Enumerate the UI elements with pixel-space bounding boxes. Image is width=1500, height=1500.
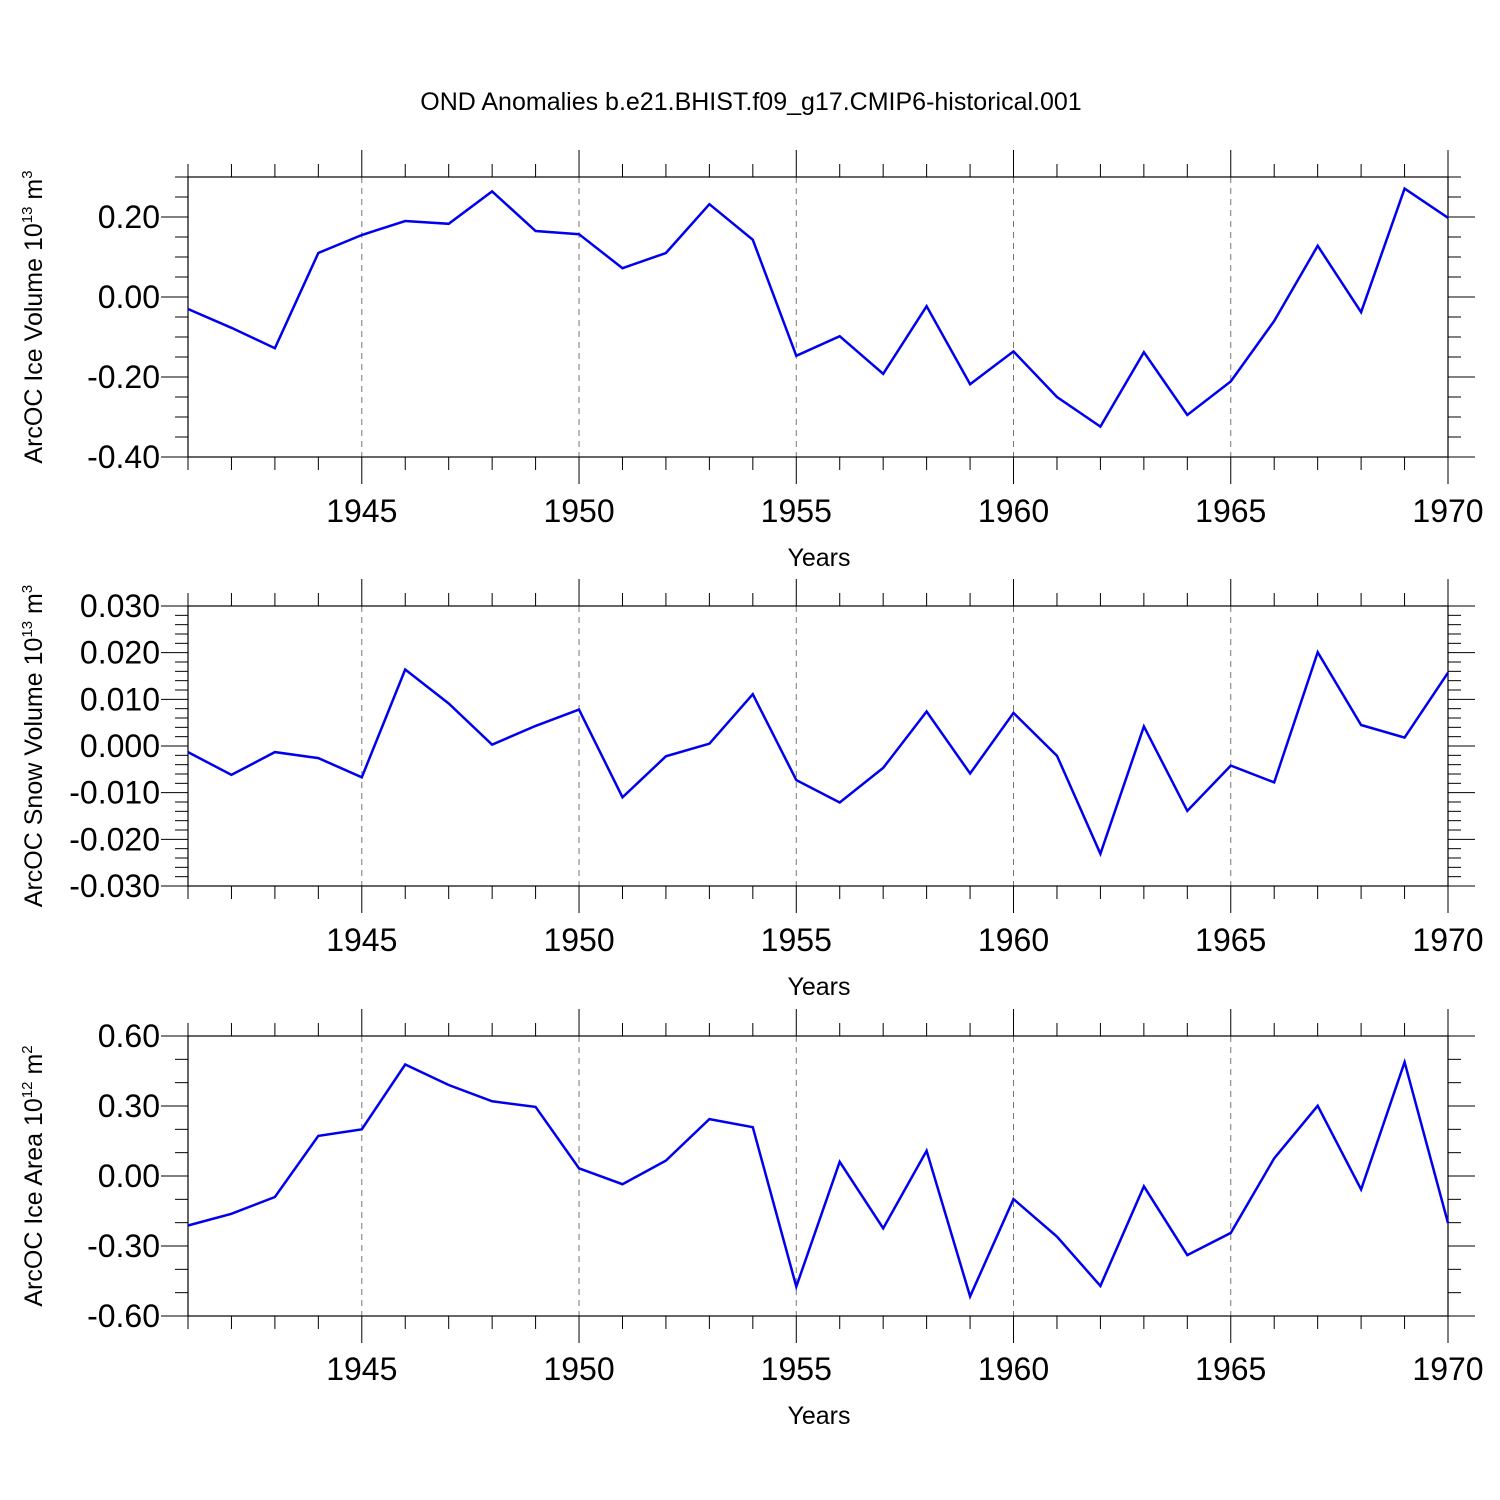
- panel-ice-area: 1945 1950 1955 1960 1965 1970 -0.60 -0.30 0.00 0.…: [19, 1009, 1484, 1430]
- x-axis-label: Years: [787, 544, 850, 572]
- y-axis-label-ylabel-unit: m: [20, 1054, 48, 1082]
- y-tick-label: -0.40: [87, 439, 160, 475]
- x-tick-label: 1960: [978, 493, 1049, 529]
- x-tick-label: 1950: [543, 1351, 614, 1387]
- x-tick-label: 1960: [978, 1351, 1049, 1387]
- x-tick-label: 1945: [326, 493, 397, 529]
- panel-snow-volume: 1945 1950 1955 1960 1965 1970 -0.030 -0.020 -0.0…: [19, 579, 1484, 1001]
- y-axis-label-ylabel-unit-exp: 3: [19, 170, 36, 178]
- x-axis-label: Years: [787, 973, 850, 1001]
- x-tick-label: 1955: [761, 493, 832, 529]
- x-tick-label: 1965: [1195, 922, 1266, 958]
- y-axis-label-ylabel: ArcOC Ice Area 10: [20, 1098, 48, 1306]
- y-axis-label-ylabel-exp: 12: [19, 1082, 36, 1099]
- x-tick-label: 1965: [1195, 493, 1266, 529]
- y-tick-label: 0.000: [80, 728, 160, 764]
- y-axis-label-ylabel-exp: 13: [19, 207, 36, 224]
- y-axis-label-ylabel: ArcOC Snow Volume 10: [20, 638, 48, 908]
- y-axis-label-ylabel-unit: m: [20, 593, 48, 621]
- y-axis-label-ylabel-exp: 13: [19, 621, 36, 638]
- x-tick-label: 1945: [326, 922, 397, 958]
- y-tick-label: 0.010: [80, 681, 160, 717]
- series-line-ice-volume: [187, 186, 1449, 429]
- y-tick-label: -0.010: [69, 775, 160, 811]
- y-tick-label: -0.20: [87, 359, 160, 395]
- x-tick-label: 1950: [543, 922, 614, 958]
- y-tick-label: 0.20: [98, 199, 160, 235]
- x-tick-label: 1955: [761, 1351, 832, 1387]
- x-tick-label: 1965: [1195, 1351, 1266, 1387]
- y-tick-label: -0.60: [87, 1298, 160, 1334]
- y-tick-label: 0.60: [98, 1018, 160, 1054]
- y-axis-label: ArcOC Snow Volume 1013 m3: [19, 585, 48, 907]
- y-tick-label: 0.020: [80, 635, 160, 671]
- chart-title: OND Anomalies b.e21.BHIST.f09_g17.CMIP6-…: [420, 88, 1081, 116]
- x-tick-label: 1970: [1412, 1351, 1483, 1387]
- series-line-snow-volume: [187, 649, 1450, 858]
- x-axis-label: Years: [787, 1402, 850, 1430]
- y-axis-label-ylabel-unit-exp: 2: [19, 1045, 36, 1053]
- y-tick-label: 0.030: [80, 588, 160, 624]
- y-axis-label-ylabel-unit-exp: 3: [19, 585, 36, 593]
- y-tick-label: -0.30: [87, 1228, 160, 1264]
- y-tick-label: 0.00: [98, 279, 160, 315]
- panels: 1945 1950 1955 1960 1965 1970 -0.40 -0.20 0.00 0.…: [19, 150, 1484, 1430]
- y-tick-label: 0.00: [98, 1158, 160, 1194]
- panel-ice-volume: 1945 1950 1955 1960 1965 1970 -0.40 -0.20 0.00 0.…: [19, 150, 1484, 572]
- x-tick-label: 1970: [1412, 922, 1483, 958]
- y-axis-label: ArcOC Ice Area 1012 m2: [19, 1045, 48, 1306]
- x-tick-label: 1970: [1412, 493, 1483, 529]
- y-axis-label-ylabel-unit: m: [20, 179, 48, 207]
- y-axis-label-ylabel: ArcOC Ice Volume 10: [20, 223, 48, 463]
- y-tick-label: 0.30: [98, 1088, 160, 1124]
- x-tick-label: 1955: [761, 922, 832, 958]
- y-tick-label: -0.020: [69, 821, 160, 857]
- y-tick-label: -0.030: [69, 868, 160, 904]
- x-tick-label: 1945: [326, 1351, 397, 1387]
- series-line-ice-area: [187, 1057, 1450, 1300]
- x-tick-label: 1960: [978, 922, 1049, 958]
- y-axis-label: ArcOC Ice Volume 1013 m3: [19, 170, 48, 463]
- x-tick-label: 1950: [543, 493, 614, 529]
